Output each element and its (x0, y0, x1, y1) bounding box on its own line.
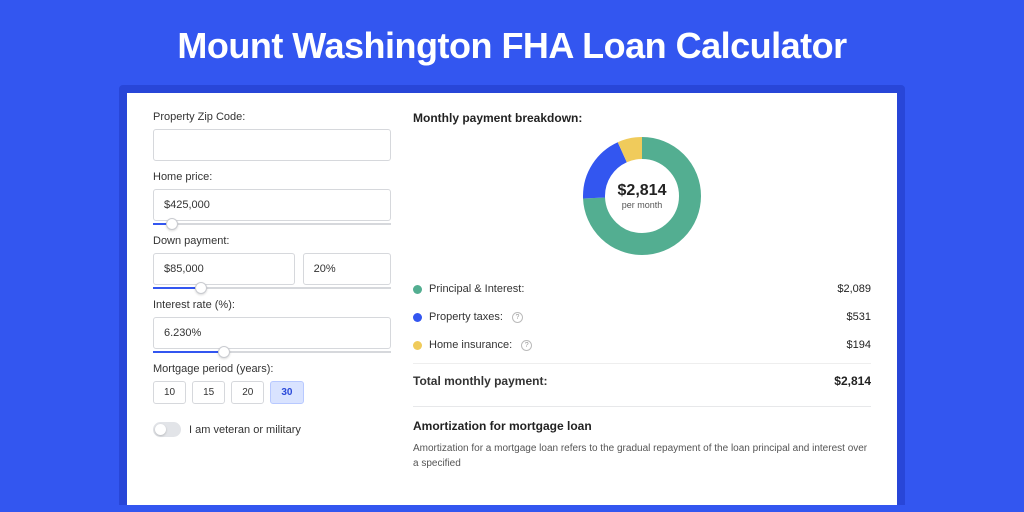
amortization-text: Amortization for a mortgage loan refers … (413, 441, 871, 471)
period-btn-10[interactable]: 10 (153, 381, 186, 404)
period-button-row: 10 15 20 30 (153, 381, 391, 404)
legend-label: Home insurance: (429, 339, 512, 351)
donut-chart: $2,814 per month (581, 135, 703, 257)
section-divider (413, 406, 871, 407)
zip-field-group: Property Zip Code: (153, 111, 391, 161)
zip-label: Property Zip Code: (153, 111, 391, 123)
interest-rate-input[interactable] (153, 317, 391, 349)
interest-rate-label: Interest rate (%): (153, 299, 391, 311)
period-group: Mortgage period (years): 10 15 20 30 (153, 363, 391, 404)
home-price-input[interactable] (153, 189, 391, 221)
calculator-panel: Property Zip Code: Home price: Down paym… (127, 93, 897, 505)
legend-value: $2,089 (837, 283, 871, 295)
total-value: $2,814 (834, 374, 871, 388)
home-price-label: Home price: (153, 171, 391, 183)
legend-dot (413, 285, 422, 294)
legend-label: Principal & Interest: (429, 283, 524, 295)
interest-rate-group: Interest rate (%): (153, 299, 391, 353)
down-payment-group: Down payment: (153, 235, 391, 289)
legend-row: Property taxes:? $531 (413, 303, 871, 331)
interest-rate-slider[interactable] (153, 351, 391, 353)
legend-dot (413, 313, 422, 322)
donut-amount: $2,814 (618, 182, 667, 200)
legend-value: $194 (847, 339, 871, 351)
legend-row: Home insurance:? $194 (413, 331, 871, 359)
period-btn-15[interactable]: 15 (192, 381, 225, 404)
down-payment-percent-input[interactable] (303, 253, 391, 285)
down-payment-slider[interactable] (153, 287, 391, 289)
results-column: Monthly payment breakdown: $2,814 per mo… (413, 111, 871, 505)
veteran-label: I am veteran or military (189, 424, 301, 436)
period-label: Mortgage period (years): (153, 363, 391, 375)
legend-rows: Principal & Interest: $2,089 Property taxe… (413, 275, 871, 359)
home-price-group: Home price: (153, 171, 391, 225)
total-row: Total monthly payment: $2,814 (413, 363, 871, 402)
down-payment-label: Down payment: (153, 235, 391, 247)
period-btn-30[interactable]: 30 (270, 381, 303, 404)
home-price-slider[interactable] (153, 223, 391, 225)
donut-sub: per month (618, 200, 667, 210)
period-btn-20[interactable]: 20 (231, 381, 264, 404)
veteran-row: I am veteran or military (153, 422, 391, 437)
help-icon[interactable]: ? (521, 340, 532, 351)
legend-value: $531 (847, 311, 871, 323)
breakdown-title: Monthly payment breakdown: (413, 111, 871, 125)
calculator-outer: Property Zip Code: Home price: Down paym… (119, 85, 905, 505)
down-payment-amount-input[interactable] (153, 253, 295, 285)
veteran-toggle[interactable] (153, 422, 181, 437)
form-column: Property Zip Code: Home price: Down paym… (153, 111, 391, 505)
help-icon[interactable]: ? (512, 312, 523, 323)
total-label: Total monthly payment: (413, 374, 547, 388)
donut-chart-wrap: $2,814 per month (413, 135, 871, 257)
legend-row: Principal & Interest: $2,089 (413, 275, 871, 303)
page-title: Mount Washington FHA Loan Calculator (0, 0, 1024, 85)
legend-dot (413, 341, 422, 350)
zip-input[interactable] (153, 129, 391, 161)
amortization-title: Amortization for mortgage loan (413, 419, 871, 433)
legend-label: Property taxes: (429, 311, 503, 323)
